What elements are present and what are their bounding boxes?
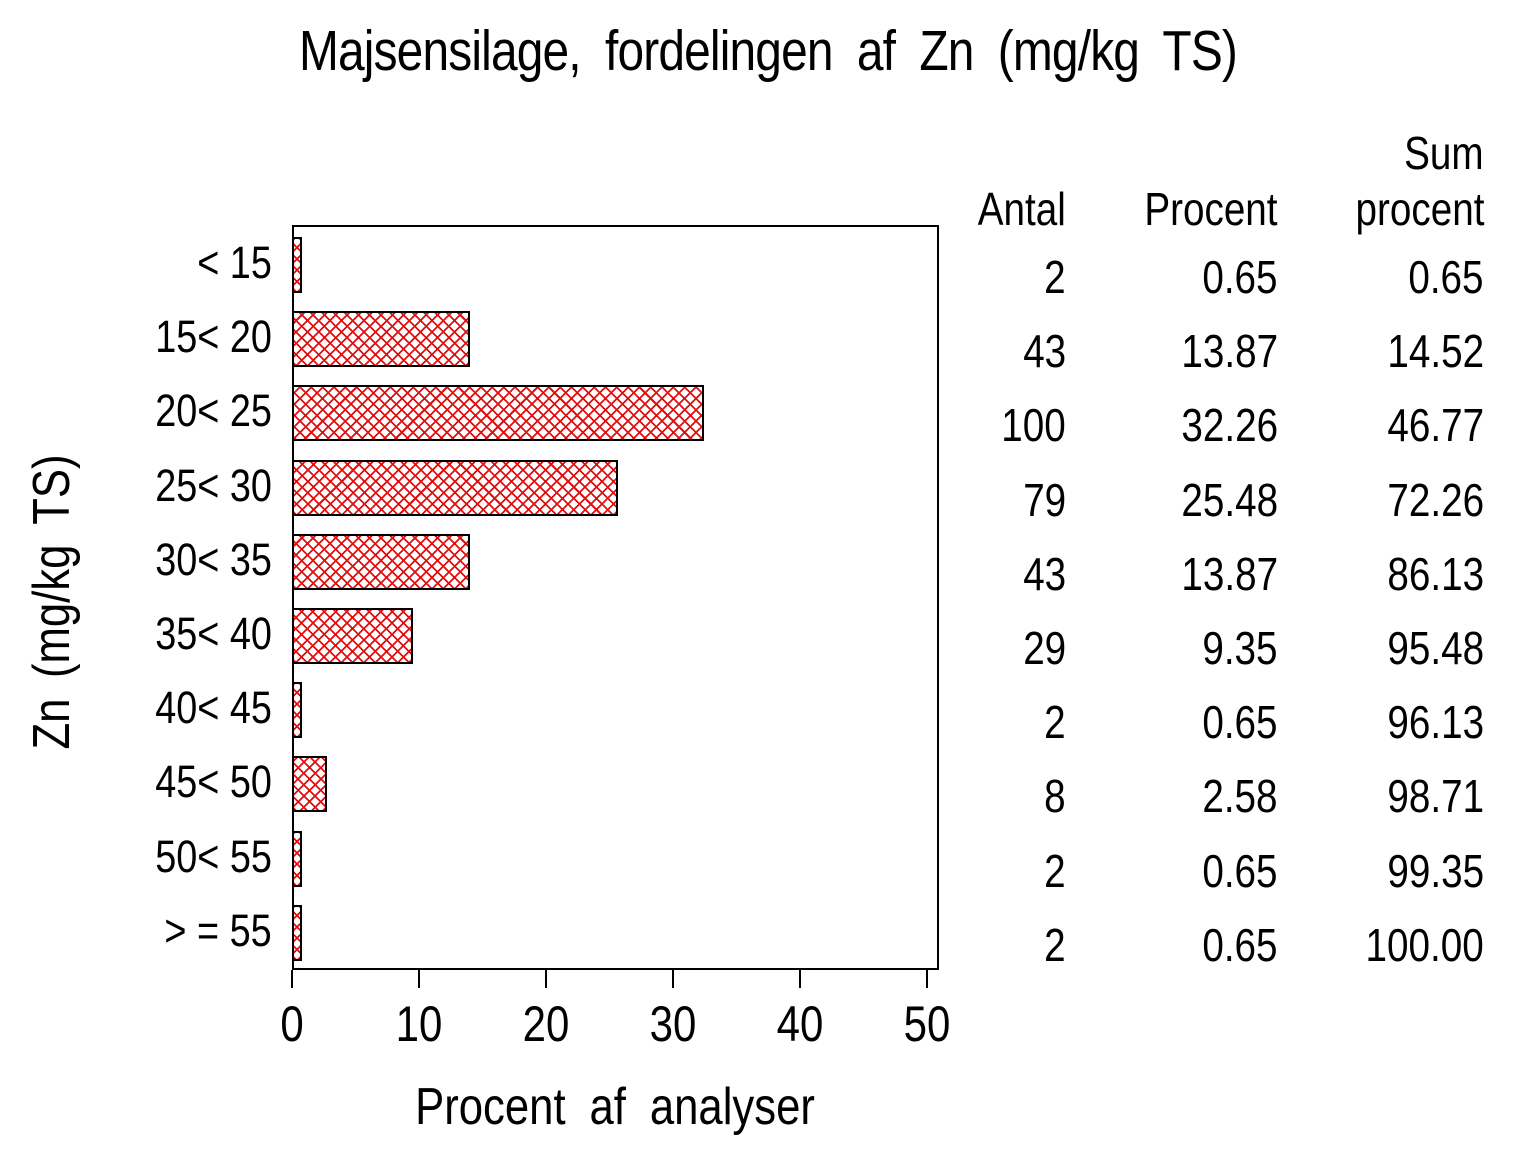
- category-label: 40< 45: [155, 682, 272, 734]
- x-tick-mark: [672, 970, 674, 988]
- table-cell-antal: 43: [1023, 325, 1066, 378]
- x-tick-label: 30: [649, 996, 697, 1052]
- x-axis-title: Procent af analyser: [415, 1078, 815, 1136]
- category-label: 30< 35: [155, 533, 272, 585]
- table-cell-procent: 9.35: [1202, 622, 1278, 674]
- category-label: 15< 20: [155, 311, 272, 363]
- table-cell-sum: 96.13: [1387, 696, 1484, 749]
- category-label: 35< 40: [155, 608, 272, 659]
- y-axis-title: Zn (mg/kg TS): [23, 454, 81, 750]
- category-label: 20< 25: [155, 385, 272, 437]
- category-label: < 15: [197, 237, 272, 288]
- bar: [292, 237, 303, 293]
- bar: [292, 682, 303, 739]
- table-cell-procent: 25.48: [1181, 473, 1278, 526]
- table-cell-sum: 86.13: [1387, 547, 1484, 600]
- bar: [292, 830, 303, 887]
- table-header-sum-line1: Sum: [1404, 127, 1484, 179]
- table-header-procent: Procent: [1144, 183, 1278, 235]
- table-cell-sum: 98.71: [1387, 770, 1484, 823]
- table-cell-antal: 2: [1044, 696, 1066, 749]
- bar: [292, 385, 704, 442]
- table-cell-procent: 0.65: [1202, 251, 1278, 303]
- bar: [292, 459, 618, 516]
- table-cell-antal: 79: [1023, 473, 1066, 526]
- table-cell-antal: 29: [1023, 622, 1066, 674]
- table-cell-procent: 0.65: [1202, 844, 1278, 897]
- table-cell-sum: 95.48: [1387, 622, 1484, 674]
- plot-area: [292, 225, 939, 970]
- table-header-sum-line2: procent: [1355, 183, 1484, 235]
- table-cell-procent: 0.65: [1202, 696, 1278, 749]
- bar: [292, 608, 413, 664]
- category-label: 50< 55: [155, 830, 272, 882]
- table-cell-antal: 43: [1023, 547, 1066, 600]
- x-tick-mark: [799, 970, 801, 988]
- x-tick-mark: [545, 970, 547, 988]
- table-cell-sum: 100.00: [1365, 918, 1484, 971]
- table-header-antal: Antal: [977, 183, 1066, 235]
- x-tick-label: 0: [280, 996, 304, 1052]
- x-tick-label: 10: [395, 996, 443, 1052]
- x-tick-mark: [418, 970, 420, 988]
- x-tick-mark: [291, 970, 293, 988]
- table-cell-antal: 8: [1044, 770, 1066, 823]
- table-cell-antal: 2: [1044, 251, 1066, 303]
- x-tick-label: 20: [522, 996, 570, 1052]
- x-tick-label: 40: [776, 996, 824, 1052]
- table-cell-sum: 72.26: [1387, 473, 1484, 526]
- table-cell-procent: 13.87: [1181, 325, 1278, 378]
- x-tick-mark: [926, 970, 928, 988]
- bar: [292, 311, 471, 368]
- table-cell-procent: 2.58: [1202, 770, 1278, 823]
- table-cell-sum: 0.65: [1408, 251, 1484, 303]
- chart-title: Majsensilage, fordelingen af Zn (mg/kg T…: [298, 19, 1238, 83]
- x-tick-label: 50: [903, 996, 951, 1052]
- category-label: 25< 30: [155, 459, 272, 511]
- table-cell-procent: 0.65: [1202, 918, 1278, 971]
- table-cell-antal: 100: [1001, 399, 1066, 452]
- table-cell-procent: 13.87: [1181, 547, 1278, 600]
- table-cell-sum: 99.35: [1387, 844, 1484, 897]
- bar: [292, 904, 303, 961]
- bar: [292, 533, 471, 590]
- table-cell-antal: 2: [1044, 844, 1066, 897]
- category-label: 45< 50: [155, 756, 272, 808]
- category-label: > = 55: [164, 904, 272, 956]
- table-cell-procent: 32.26: [1181, 399, 1278, 452]
- table-cell-sum: 46.77: [1387, 399, 1484, 452]
- bar: [292, 756, 327, 813]
- table-cell-antal: 2: [1044, 918, 1066, 971]
- table-cell-sum: 14.52: [1387, 325, 1484, 378]
